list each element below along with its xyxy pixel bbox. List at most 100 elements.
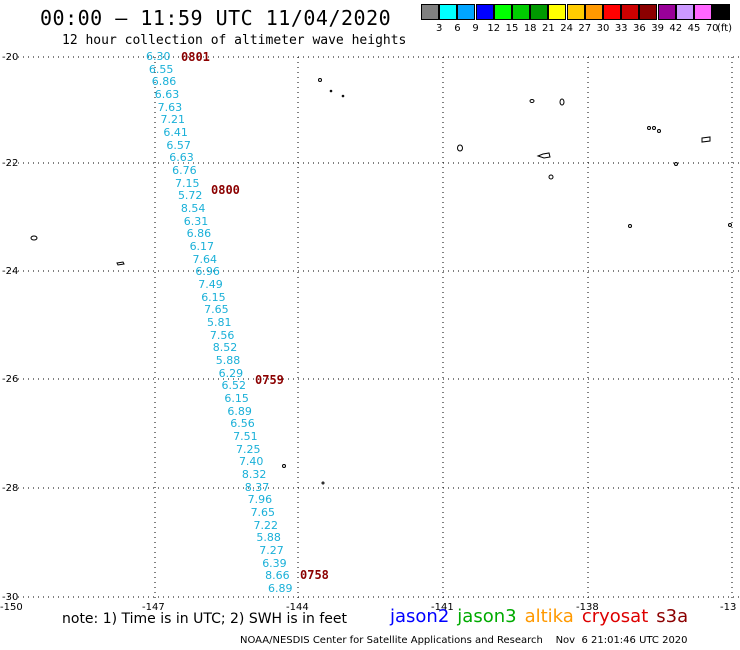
swh-value: 8.32 [241,468,267,481]
island-outline [116,261,125,266]
longitude-label: -147 [142,602,165,613]
scale-swatch [566,4,585,20]
swh-value: 6.30 [146,50,171,63]
swh-value: 7.51 [233,430,258,443]
island-outline [321,481,325,485]
scale-label: 36 [633,23,646,34]
swh-value: 6.76 [172,164,197,177]
latitude-label: -24 [2,266,19,277]
swh-value: 7.96 [247,493,273,507]
swh-value: 6.89 [268,582,293,595]
latitude-label: -20 [2,52,19,63]
scale-label: 12 [487,23,501,34]
swh-value: 5.88 [256,531,281,545]
island-outline [628,224,632,228]
island-outline [30,235,38,241]
footer-note: note: 1) Time is in UTC; 2) SWH is in fe… [62,611,348,627]
swh-value: 5.81 [207,316,232,329]
latitude-label: -30 [2,592,19,603]
time-label: 0758 [300,568,329,582]
swh-value: 8.54 [180,202,206,215]
swh-value: 7.65 [204,303,229,317]
island-outline [701,136,711,143]
scale-swatch [457,4,476,20]
island-outline [674,162,678,166]
island-outline [559,98,565,106]
scale-label: 27 [578,23,592,34]
swh-value: 6.56 [230,417,255,431]
island-outline [318,78,322,82]
swh-value: 8.52 [212,341,238,355]
island-outline [657,129,661,133]
page-title: 00:00 – 11:59 UTC 11/04/2020 [40,6,392,30]
scale-swatch [421,4,439,20]
island-outline [548,174,554,180]
swh-value: 8.66 [265,569,290,583]
island-outline [728,223,732,227]
scale-unit: (ft) [717,23,733,34]
scale-swatch [639,4,658,20]
swh-value: 7.64 [192,252,217,266]
swh-value: 8.37 [244,480,270,494]
satellite-legend: jason2 jason3 altika cryosat s3a [390,606,696,627]
swh-value: 6.96 [195,265,220,279]
scale-label: 24 [560,23,573,34]
island-outline [282,464,286,468]
latitude-label: -26 [2,374,19,385]
time-label: 0759 [255,373,284,387]
scale-swatch [439,4,458,20]
swh-value: 6.17 [189,240,215,253]
legend-item: jason3 [457,606,517,627]
longitude-label: -150 [0,602,23,613]
scale-label: 6 [454,23,461,34]
swh-value: 6.57 [166,138,191,152]
scale-swatch [584,4,603,20]
swh-value: 6.41 [163,126,188,139]
scale-label: 9 [472,23,479,34]
latitude-label: -28 [2,483,19,494]
swh-value: 6.63 [169,151,194,165]
swh-value: 7.40 [238,455,264,469]
scale-swatch [621,4,640,20]
swh-value: 7.22 [253,518,278,532]
scale-label: 39 [651,23,664,34]
swh-value: 6.63 [154,88,180,101]
swh-value: 7.63 [157,100,183,114]
legend-item: s3a [656,606,689,627]
island-outlines [30,78,732,485]
longitude-label: -141 [431,602,454,613]
island-outline [652,126,656,130]
swh-value: 7.27 [259,544,284,557]
page-subtitle: 12 hour collection of altimeter wave hei… [62,33,407,48]
scale-label: 42 [669,23,683,34]
longitude-label: -13 [720,602,737,613]
scale-label: 30 [596,23,610,34]
scale-swatch [603,4,621,20]
scale-swatch [657,4,676,20]
scale-label: 3 [436,23,443,34]
longitude-label: -144 [286,602,309,613]
swh-value: 5.88 [215,354,241,367]
swh-value: 7.25 [236,442,261,456]
scale-label: 70 [705,23,719,34]
credit-line: NOAA/NESDIS Center for Satellite Applica… [240,635,688,646]
swh-value: 5.72 [177,189,203,203]
scale-label: 21 [542,23,555,34]
time-label: 0801 [181,50,210,64]
swh-value: 6.52 [221,379,247,393]
island-outline [341,94,345,98]
latitude-label: -22 [2,158,19,169]
legend-item: cryosat [581,606,649,627]
island-outline [457,144,463,152]
swh-value: 6.86 [151,75,177,89]
scale-swatch [475,4,494,20]
swh-value: 6.89 [227,404,252,418]
swh-value: 6.39 [262,556,287,570]
legend-item: altika [524,606,574,627]
swh-value: 6.55 [148,62,174,76]
scale-label: 33 [614,23,628,34]
scale-label: 15 [505,23,519,34]
swh-value: 7.49 [198,278,223,291]
swh-value: 7.65 [250,506,276,519]
